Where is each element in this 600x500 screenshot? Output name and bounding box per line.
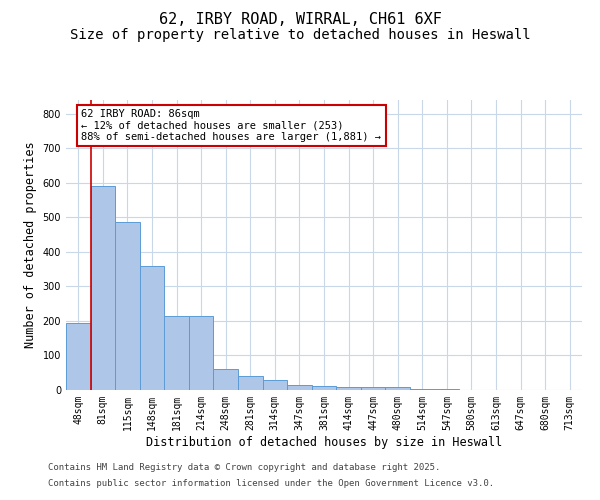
Bar [336, 387, 361, 390]
Text: 62 IRBY ROAD: 86sqm
← 12% of detached houses are smaller (253)
88% of semi-detac: 62 IRBY ROAD: 86sqm ← 12% of detached ho… [82, 108, 382, 142]
Bar [385, 387, 410, 390]
X-axis label: Distribution of detached houses by size in Heswall: Distribution of detached houses by size … [146, 436, 502, 448]
Bar [214, 370, 238, 390]
Bar [312, 386, 336, 390]
Bar [361, 386, 385, 390]
Text: Contains HM Land Registry data © Crown copyright and database right 2025.: Contains HM Land Registry data © Crown c… [48, 464, 440, 472]
Y-axis label: Number of detached properties: Number of detached properties [24, 142, 37, 348]
Text: Contains public sector information licensed under the Open Government Licence v3: Contains public sector information licen… [48, 478, 494, 488]
Bar [66, 322, 91, 390]
Bar [115, 222, 140, 390]
Bar [189, 316, 214, 390]
Bar [164, 316, 189, 390]
Bar [238, 376, 263, 390]
Text: 62, IRBY ROAD, WIRRAL, CH61 6XF: 62, IRBY ROAD, WIRRAL, CH61 6XF [158, 12, 442, 28]
Bar [140, 266, 164, 390]
Text: Size of property relative to detached houses in Heswall: Size of property relative to detached ho… [70, 28, 530, 42]
Bar [91, 186, 115, 390]
Bar [287, 385, 312, 390]
Bar [263, 380, 287, 390]
